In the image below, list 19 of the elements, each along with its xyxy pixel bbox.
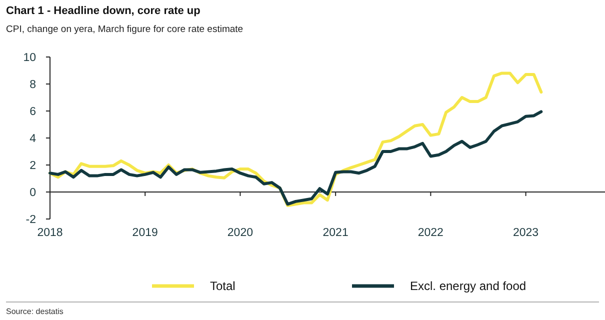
x-tick-label: 2022 (418, 227, 444, 239)
x-tick-label: 2020 (227, 227, 254, 239)
y-tick-label: 0 (30, 187, 36, 199)
y-tick-label: 10 (23, 52, 36, 64)
y-tick-label: 4 (30, 133, 37, 145)
source-note: Source: destatis (6, 307, 64, 316)
y-tick-label: 8 (30, 79, 36, 91)
legend-label: Total (210, 279, 236, 293)
legend-label: Excl. energy and food (410, 279, 526, 293)
chart-subtitle: CPI, change on yera, March figure for core rate estimate (6, 24, 244, 35)
x-tick-label: 2019 (132, 227, 158, 239)
x-tick-label: 2021 (322, 227, 348, 239)
y-tick-label: 6 (30, 106, 36, 118)
y-tick-label: -2 (26, 214, 36, 226)
y-tick-label: 2 (30, 160, 36, 172)
x-tick-label: 2018 (37, 227, 63, 239)
chart-title: Chart 1 - Headline down, core rate up (6, 5, 201, 17)
line-series (48, 110, 543, 206)
x-tick-label: 2023 (512, 227, 539, 239)
